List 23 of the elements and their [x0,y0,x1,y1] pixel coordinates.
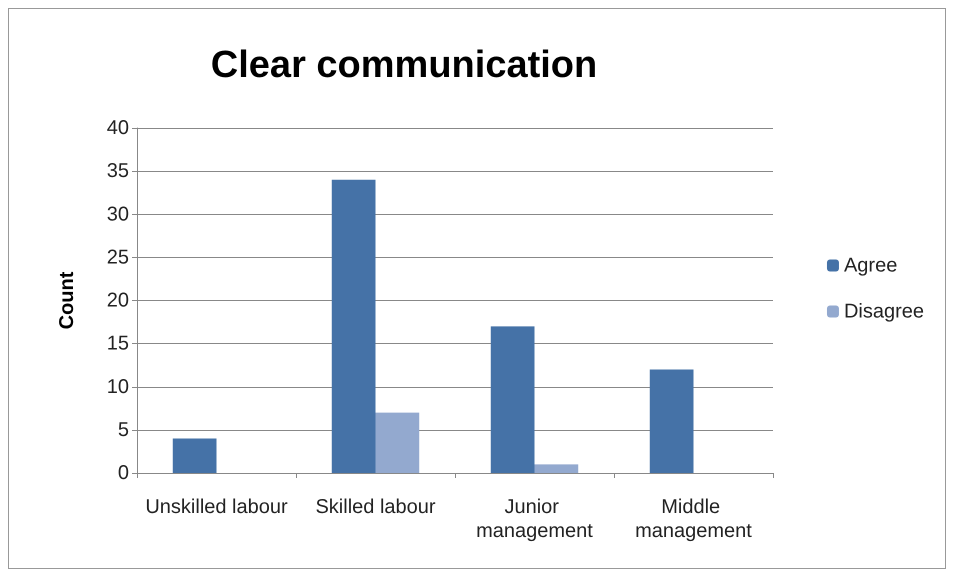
x-tick-label: Junior management [476,496,594,542]
y-tick-label: 35 [106,160,129,182]
x-tick-label: Unskilled labour [145,496,288,518]
y-tick-label: 0 [118,462,129,484]
legend-label: Disagree [844,300,924,322]
bar [172,438,216,473]
y-tick-label: 25 [106,246,129,268]
bar [534,464,578,473]
bar [490,326,534,473]
y-tick-label: 15 [106,332,129,355]
chart-title: Clear communication [210,44,598,86]
bar [650,370,694,473]
y-tick-label: 40 [106,117,129,139]
y-tick-label: 10 [106,376,129,398]
y-tick-label: 20 [106,290,129,312]
y-tick-label: 30 [106,203,129,226]
y-axis-title: Count [56,271,78,330]
x-tick-label: Skilled labour [315,496,436,518]
bar [376,412,420,473]
y-tick-label: 5 [118,418,129,441]
bar [332,180,376,473]
x-tick-label: Middle management [635,496,752,542]
legend-label: Agree [844,254,898,276]
